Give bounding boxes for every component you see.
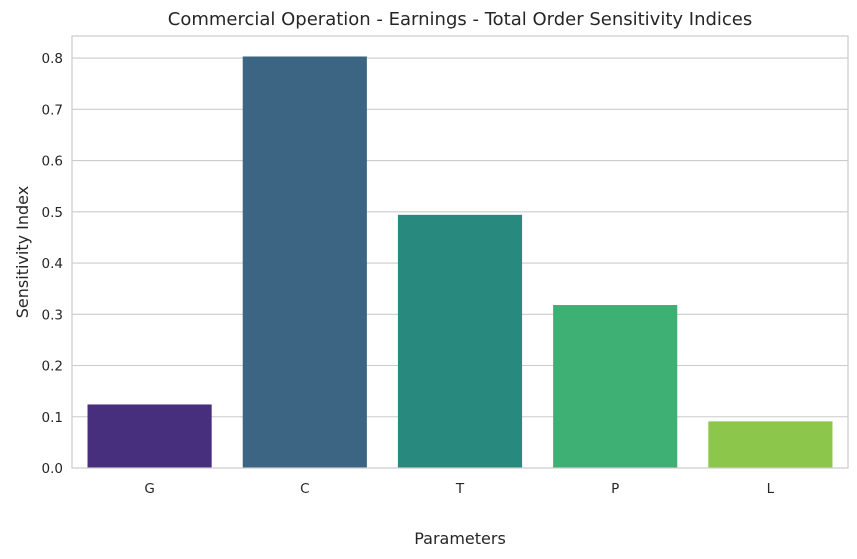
bar-p bbox=[553, 305, 678, 468]
x-tick-label: C bbox=[300, 481, 309, 497]
y-tick-label: 0.7 bbox=[42, 102, 63, 118]
bar-g bbox=[87, 404, 212, 468]
y-tick-label: 0.3 bbox=[42, 307, 63, 323]
x-tick-label: G bbox=[144, 481, 154, 497]
x-axis-label: Parameters bbox=[414, 529, 506, 548]
y-tick-labels: 0.0 0.1 0.2 0.3 0.4 0.5 0.6 0.7 0.8 bbox=[42, 51, 63, 477]
bars bbox=[87, 56, 833, 468]
y-tick-label: 0.0 bbox=[42, 461, 63, 477]
chart-title: Commercial Operation - Earnings - Total … bbox=[168, 9, 753, 30]
bar-c bbox=[242, 56, 367, 468]
plot-frame bbox=[71, 35, 849, 469]
y-tick-label: 0.6 bbox=[42, 154, 63, 170]
y-tick-label: 0.2 bbox=[42, 359, 63, 375]
y-axis-label: Sensitivity Index bbox=[13, 186, 32, 318]
x-tick-label: P bbox=[611, 481, 619, 497]
y-tick-label: 0.8 bbox=[42, 51, 63, 67]
y-tick-label: 0.1 bbox=[42, 410, 63, 426]
y-tick-label: 0.5 bbox=[42, 205, 63, 221]
x-tick-label: L bbox=[767, 481, 775, 497]
bar-t bbox=[397, 214, 523, 468]
bar-l bbox=[708, 421, 833, 468]
x-tick-label: T bbox=[455, 481, 465, 497]
y-tick-label: 0.4 bbox=[42, 256, 63, 272]
